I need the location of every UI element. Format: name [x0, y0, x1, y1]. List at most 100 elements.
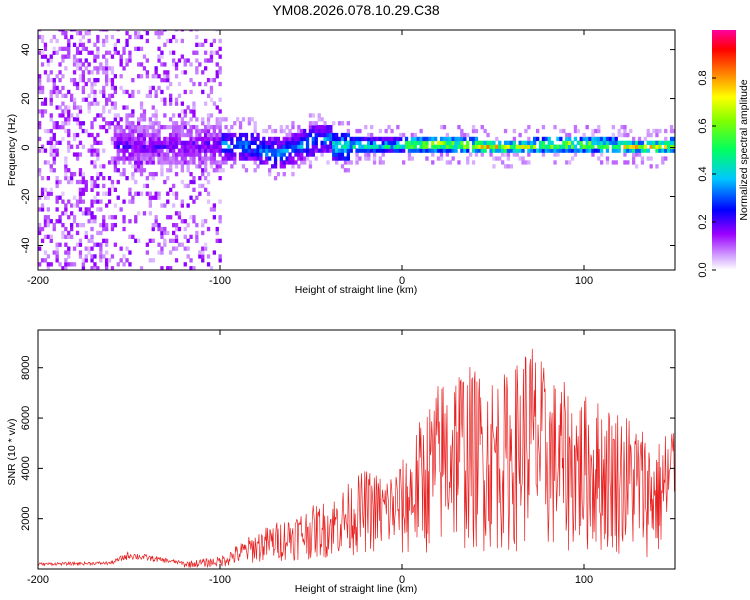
spectrogram-cell: [90, 125, 94, 130]
spectrogram-cell: [282, 164, 286, 169]
spectrogram-cell: [527, 140, 531, 145]
spectrogram-cell: [163, 156, 167, 161]
spectrogram-cell: [166, 74, 170, 79]
spectrogram-cell: [471, 160, 476, 165]
spectrogram-cell: [189, 109, 193, 114]
spectrogram-cell: [605, 136, 610, 142]
spectrogram-cell: [75, 113, 80, 118]
spectrogram-cell: [157, 34, 161, 40]
spectrogram-cell: [215, 144, 219, 149]
spectrogram-cell: [128, 187, 132, 192]
spectrogram-cell: [61, 101, 65, 106]
spectrogram-cell: [177, 81, 182, 87]
spectrogram-cell: [332, 121, 336, 126]
spectrogram-cell: [556, 144, 560, 149]
spectrogram-cell: [238, 121, 243, 126]
spectrogram-cell: [314, 132, 318, 138]
spectrogram-cell: [425, 144, 429, 149]
spectrogram-cell: [107, 258, 112, 263]
spectrogram-cell: [72, 152, 77, 157]
spectrogram-cell: [172, 223, 176, 228]
spectrogram-cell: [198, 183, 202, 189]
spectrogram-cell: [268, 125, 272, 130]
spectrogram-cell: [166, 125, 170, 130]
spectrogram-cell: [515, 148, 519, 153]
spectrogram-cell: [122, 132, 126, 138]
spectrogram-cell: [623, 160, 627, 165]
spectrogram-cell: [189, 156, 193, 161]
spectrogram-cell: [209, 85, 214, 91]
spectrogram-cell: [105, 66, 109, 71]
spectrogram-cell: [72, 215, 77, 220]
spectrogram-cell: [189, 132, 193, 138]
spectrogram-cell: [489, 152, 493, 157]
spectrogram-cell: [183, 160, 187, 165]
spectrogram-cell: [416, 140, 420, 145]
spectrogram-cell: [387, 136, 391, 142]
spectrogram-cell: [195, 164, 199, 169]
spectrogram-cell: [355, 160, 359, 165]
spectrogram-cell: [169, 160, 173, 165]
spectrogram-cell: [102, 117, 106, 122]
spectrogram-cell: [102, 30, 106, 32]
spectrogram-cell: [145, 148, 149, 153]
spectrogram-cell: [46, 195, 50, 200]
spectrogram-cell: [238, 156, 243, 161]
spectrogram-cell: [84, 97, 88, 102]
spectrogram-cell: [151, 132, 155, 138]
spectrogram-cell: [169, 132, 173, 138]
spectrogram-cell: [221, 156, 225, 161]
spectrogram-cell: [90, 85, 94, 91]
spectrogram-cell: [55, 250, 59, 255]
spectrogram-cell: [180, 54, 184, 59]
spectrogram-cell: [637, 140, 642, 145]
spectrogram-cell: [355, 156, 359, 161]
spectrogram-cell: [498, 148, 502, 153]
spectrogram-cell: [81, 223, 85, 228]
spectrogram-cell: [145, 183, 149, 189]
spectrogram-cell: [40, 89, 45, 95]
spectrogram-cell: [204, 164, 208, 169]
spectrogram-cell: [70, 34, 74, 40]
spectrogram-cell: [64, 203, 68, 208]
spectrogram-cell: [439, 125, 444, 130]
spectrogram-cell: [297, 125, 301, 130]
spectrogram-cell: [314, 144, 318, 149]
spectrogram-cell: [180, 160, 184, 165]
spectrogram-cell: [183, 219, 187, 224]
spectrogram-cell: [340, 156, 345, 161]
spectrogram-cell: [431, 140, 435, 145]
spectrogram-cell: [180, 219, 184, 224]
spectrogram-cell: [43, 258, 48, 263]
spectrogram-cell: [323, 148, 327, 153]
spectrogram-cell: [166, 144, 170, 149]
spectrogram-cell: [268, 156, 272, 161]
spectrogram-cell: [585, 140, 589, 145]
spectrogram-cell: [142, 136, 147, 142]
spectrogram-cell: [169, 50, 173, 55]
spectrogram-cell: [282, 136, 286, 142]
spectrogram-cell: [169, 215, 173, 220]
spectrogram-cell: [626, 132, 630, 138]
spectrogram-cell: [238, 140, 243, 145]
spectrogram-cell: [180, 101, 184, 106]
spectrogram-cell: [669, 125, 674, 130]
spectrogram-cell: [227, 152, 231, 157]
spectrogram-cell: [177, 136, 182, 142]
spectrogram-cell: [107, 199, 112, 204]
spectrogram-cell: [527, 144, 531, 149]
spectrogram-cell: [172, 152, 176, 157]
spectrogram-cell: [125, 89, 129, 95]
spectrogram-cell: [183, 148, 187, 153]
spectrogram-cell: [87, 31, 91, 36]
spectrogram-cell: [626, 144, 630, 149]
spectrogram-cell: [195, 132, 199, 138]
spectrogram-cell: [594, 140, 598, 145]
spectrogram-cell: [142, 54, 147, 59]
spectrogram-cell: [486, 144, 490, 149]
spectrogram-cell: [180, 121, 184, 126]
spectrogram-cell: [180, 38, 184, 44]
spectrogram-cell: [457, 144, 461, 149]
spectrogram-cell: [78, 74, 83, 79]
spectrogram-cell: [139, 266, 144, 270]
